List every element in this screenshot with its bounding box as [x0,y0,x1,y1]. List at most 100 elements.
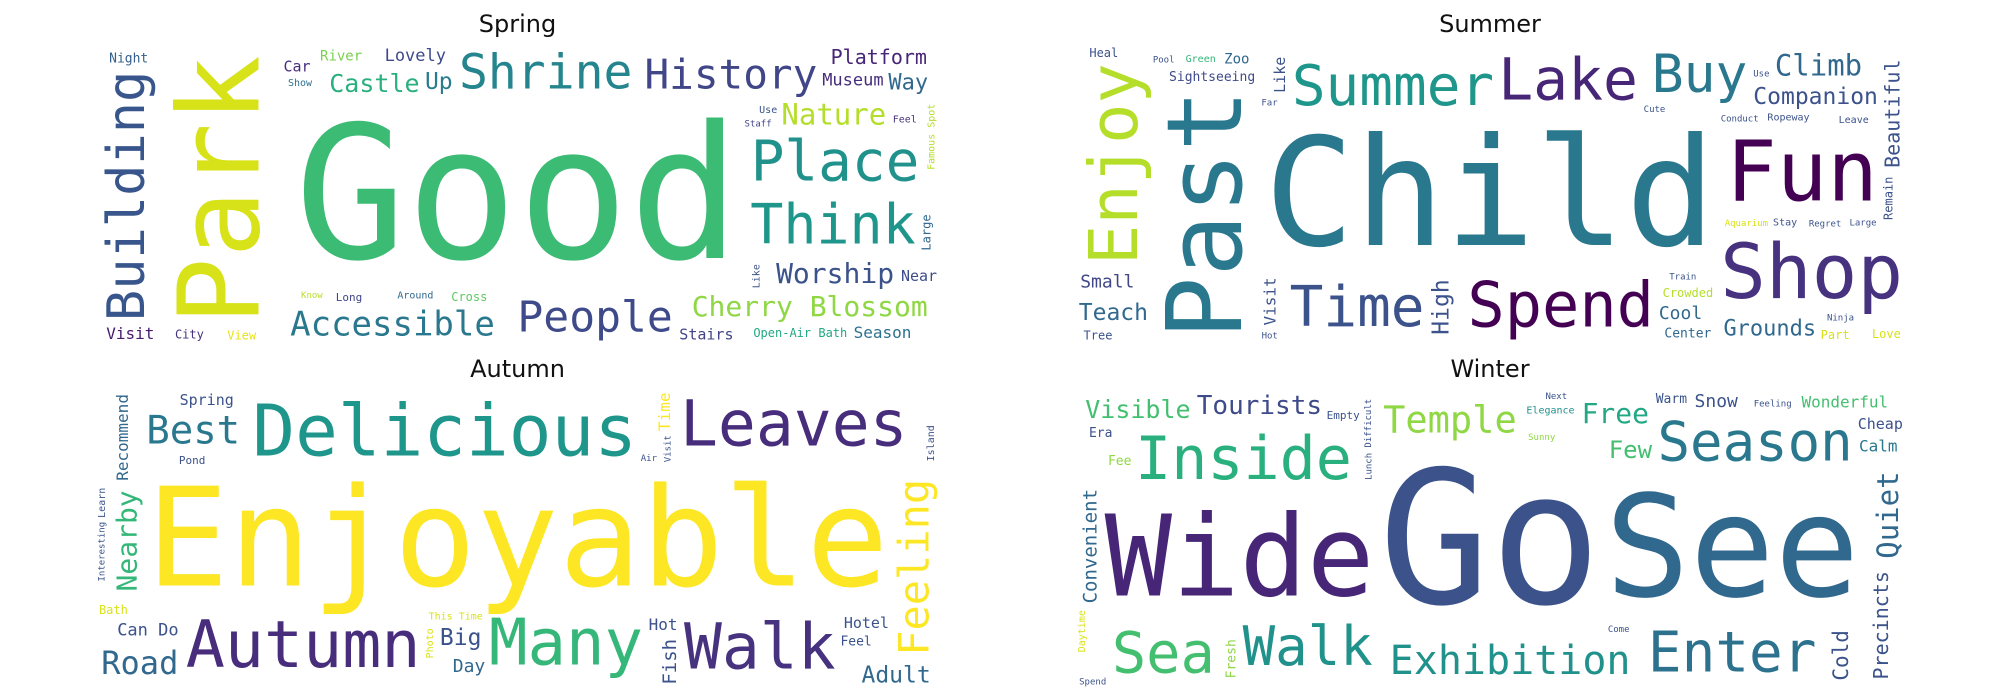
word: Recommend [113,394,132,481]
word: Enjoyable [146,460,888,619]
word: Open-Air Bath [753,326,847,340]
word: Spring [180,391,234,409]
word: Fresh [1225,639,1240,678]
word: Show [288,78,313,89]
panel-summer: Summer Child Summer Fun Past Spend Shop Lake Ti… [1075,10,1905,345]
word: This Time [429,611,483,622]
word: Lovely [385,46,446,66]
word: Feeling [1754,400,1792,410]
word: Visit [106,324,154,343]
word: Remain [1882,177,1896,220]
word: Place [751,130,920,195]
word: Night [109,52,148,67]
word: Tree [1084,328,1113,342]
word: Convenient [1079,489,1101,603]
word: Cheap [1858,415,1903,433]
panel-title: Autumn [470,355,565,383]
word: Hot [649,615,678,634]
word: Near [901,267,937,285]
word: Building [97,71,157,321]
wordcloud-summer: Child Summer Fun Past Spend Shop Lake Time Enjoy… [1075,44,1905,344]
word: Around [397,291,433,302]
word: Spend [1467,268,1654,341]
word: Fish [659,639,681,685]
word: Leave [1839,115,1869,126]
word: Daytime [1077,610,1088,652]
word: Know [301,291,323,301]
word: Feel [840,635,871,650]
word: Park [155,55,285,325]
word: Fun [1726,123,1878,221]
word: Cute [1644,105,1666,115]
word: Castle [329,69,419,98]
word: Delicious [252,389,637,472]
word: Exhibition [1390,638,1631,684]
word: Use [1753,70,1769,80]
word: Car [283,58,310,76]
word: Day [453,656,486,677]
word: Conduct [1721,114,1759,124]
word: Green [1186,54,1216,65]
word: Use [759,105,777,116]
word: Big [440,625,482,651]
word: Teach [1079,300,1148,326]
word: Shrine [459,44,632,100]
word: Tourists [1197,391,1322,421]
word: Like [1271,57,1289,93]
word: Enter [1648,620,1817,685]
word: Visible [1085,395,1190,424]
word: Interesting [97,522,107,582]
word: Time [655,393,674,432]
word: Quiet [1871,471,1905,558]
wordcloud-spring: Good Place Think Park Shrine People Cherry Blo… [95,44,940,344]
word: Cross [451,290,487,304]
word: Feel [893,114,917,125]
word: Cool [1659,303,1702,324]
word: Far [1261,99,1278,109]
word: Long [336,291,363,304]
word: Snow [1695,391,1739,412]
word: Spend [1079,677,1106,687]
word: Pool [1153,55,1175,65]
word: Leaves [680,389,908,460]
word: Difficult [1364,399,1374,448]
word: Shop [1720,227,1903,316]
word: Enjoy [1075,63,1153,265]
word: Beautiful [1880,60,1904,168]
word: Hot [1262,332,1278,342]
word: Stay [1773,218,1797,229]
word: Elegance [1526,406,1574,417]
word: Platform [831,45,927,69]
word: River [320,48,362,64]
word: Go [1379,431,1602,647]
word: Past [1144,89,1266,339]
wordcloud-autumn: Enjoyable Many Delicious Feeling Autumn Leave… [95,389,940,689]
word: Child [1264,107,1716,281]
word: Lunch [1365,453,1375,480]
word: Era [1089,426,1112,441]
word: Worship [776,257,894,290]
word: Lake [1498,46,1638,114]
word: Train [1669,273,1696,283]
word: Photo [425,628,436,658]
word: Ropeway [1767,112,1809,123]
word: Can Do [117,621,178,641]
word: Buy [1652,44,1748,105]
word: Famous Spot [926,104,937,170]
word: Love [1872,327,1901,341]
word: Few [1609,436,1653,464]
word: Walk [1243,615,1373,678]
word: Sea [1112,621,1215,687]
wordcloud-winter: Go See Wide Inside Season Walk Exhibition Quiet… [1075,389,1905,689]
word: Road [101,644,178,682]
word: Adult [861,662,930,688]
word: Heal [1089,46,1118,60]
word: Companion [1753,84,1878,110]
word: City [175,328,204,342]
word: Warm [1656,392,1687,407]
word: Sightseeing [1169,70,1255,85]
panel-title: Winter [1450,355,1530,383]
word: Learn [97,488,108,518]
